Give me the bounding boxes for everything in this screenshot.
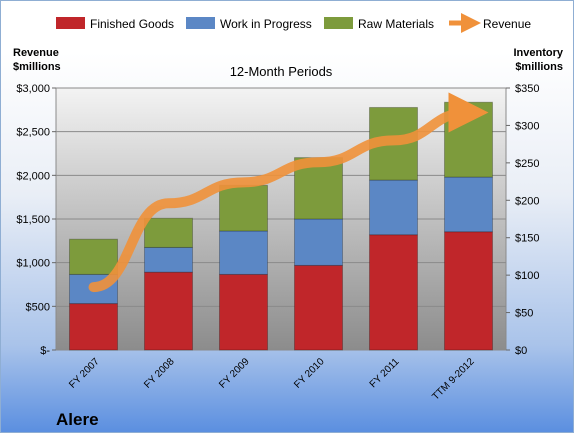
revenue-series <box>88 92 489 293</box>
x-tick-label: FY 2007 <box>67 356 102 391</box>
bar-work-in-progress-fy-2011 <box>369 179 418 236</box>
left-axis-title-line2: $millions <box>13 61 61 73</box>
x-tick-label: FY 2008 <box>142 356 177 391</box>
x-axis-ticks: FY 2007 FY 2008 FY 2009 FY 2010 FY 2011 TTM 9… <box>67 356 477 403</box>
bar-raw-materials-fy-2009 <box>219 184 268 232</box>
left-axis-ticks: $- $500 $1,000 $1,500 $2,000 $2,500 $3,000 <box>16 83 56 357</box>
bar-raw-materials-fy-2008 <box>144 217 193 248</box>
legend-label-finished-goods: Finished Goods <box>90 17 174 31</box>
bar-finished-goods-fy-2009 <box>219 273 268 351</box>
right-tick-label: $250 <box>515 158 539 170</box>
bar-raw-materials-fy-2007 <box>69 238 118 275</box>
right-axis-ticks: $0 $50 $100 $150 $200 $250 $300 $350 <box>506 83 539 357</box>
bar-work-in-progress-fy-2009 <box>219 230 268 275</box>
right-tick-label: $50 <box>515 308 533 320</box>
legend-label-raw-materials: Raw Materials <box>358 17 434 31</box>
bar-finished-goods-fy-2007 <box>69 303 118 351</box>
x-tick-label: FY 2011 <box>368 356 402 390</box>
left-tick-label: $1,000 <box>16 258 50 270</box>
left-tick-label: $2,500 <box>16 127 50 139</box>
gridlines <box>56 87 506 307</box>
legend: Finished Goods Work in Progress Raw Mate… <box>56 13 531 33</box>
left-tick-label: $3,000 <box>16 83 50 95</box>
company-name: Alere <box>56 410 99 429</box>
right-tick-label: $100 <box>515 270 539 282</box>
left-tick-label: $- <box>40 345 50 357</box>
bar-finished-goods-fy-2010 <box>294 264 343 351</box>
right-tick-label: $150 <box>515 233 539 245</box>
legend-swatch-raw-materials <box>324 17 353 29</box>
right-axis-title-line2: $millions <box>515 61 563 73</box>
bars <box>69 101 493 351</box>
bar-finished-goods-fy-2011 <box>369 234 418 351</box>
left-axis-title-line1: Revenue <box>13 47 59 59</box>
right-tick-label: $300 <box>515 120 539 132</box>
bar-work-in-progress-fy-2008 <box>144 246 193 273</box>
left-tick-label: $2,000 <box>16 170 50 182</box>
chart-title: 12-Month Periods <box>230 64 333 79</box>
legend-label-work-in-progress: Work in Progress <box>220 17 312 31</box>
legend-swatch-work-in-progress <box>186 17 215 29</box>
right-axis-title-line1: Inventory <box>513 47 563 59</box>
bar-work-in-progress-fy-2010 <box>294 218 343 266</box>
right-tick-label: $200 <box>515 195 539 207</box>
left-tick-label: $500 <box>26 301 50 313</box>
bar-finished-goods-fy-2008 <box>144 271 193 351</box>
legend-label-revenue: Revenue <box>483 17 531 31</box>
revenue-line <box>88 92 489 293</box>
legend-swatch-finished-goods <box>56 17 85 29</box>
x-tick-label: FY 2010 <box>292 356 327 391</box>
bar-finished-goods-ttm-9-2012 <box>444 231 493 351</box>
bar-work-in-progress-ttm-9-2012 <box>444 176 493 233</box>
right-tick-label: $350 <box>515 83 539 95</box>
x-tick-label: FY 2009 <box>217 356 252 391</box>
right-tick-label: $0 <box>515 345 527 357</box>
x-tick-label: TTM 9-2012 <box>430 356 477 403</box>
left-tick-label: $1,500 <box>16 214 50 226</box>
